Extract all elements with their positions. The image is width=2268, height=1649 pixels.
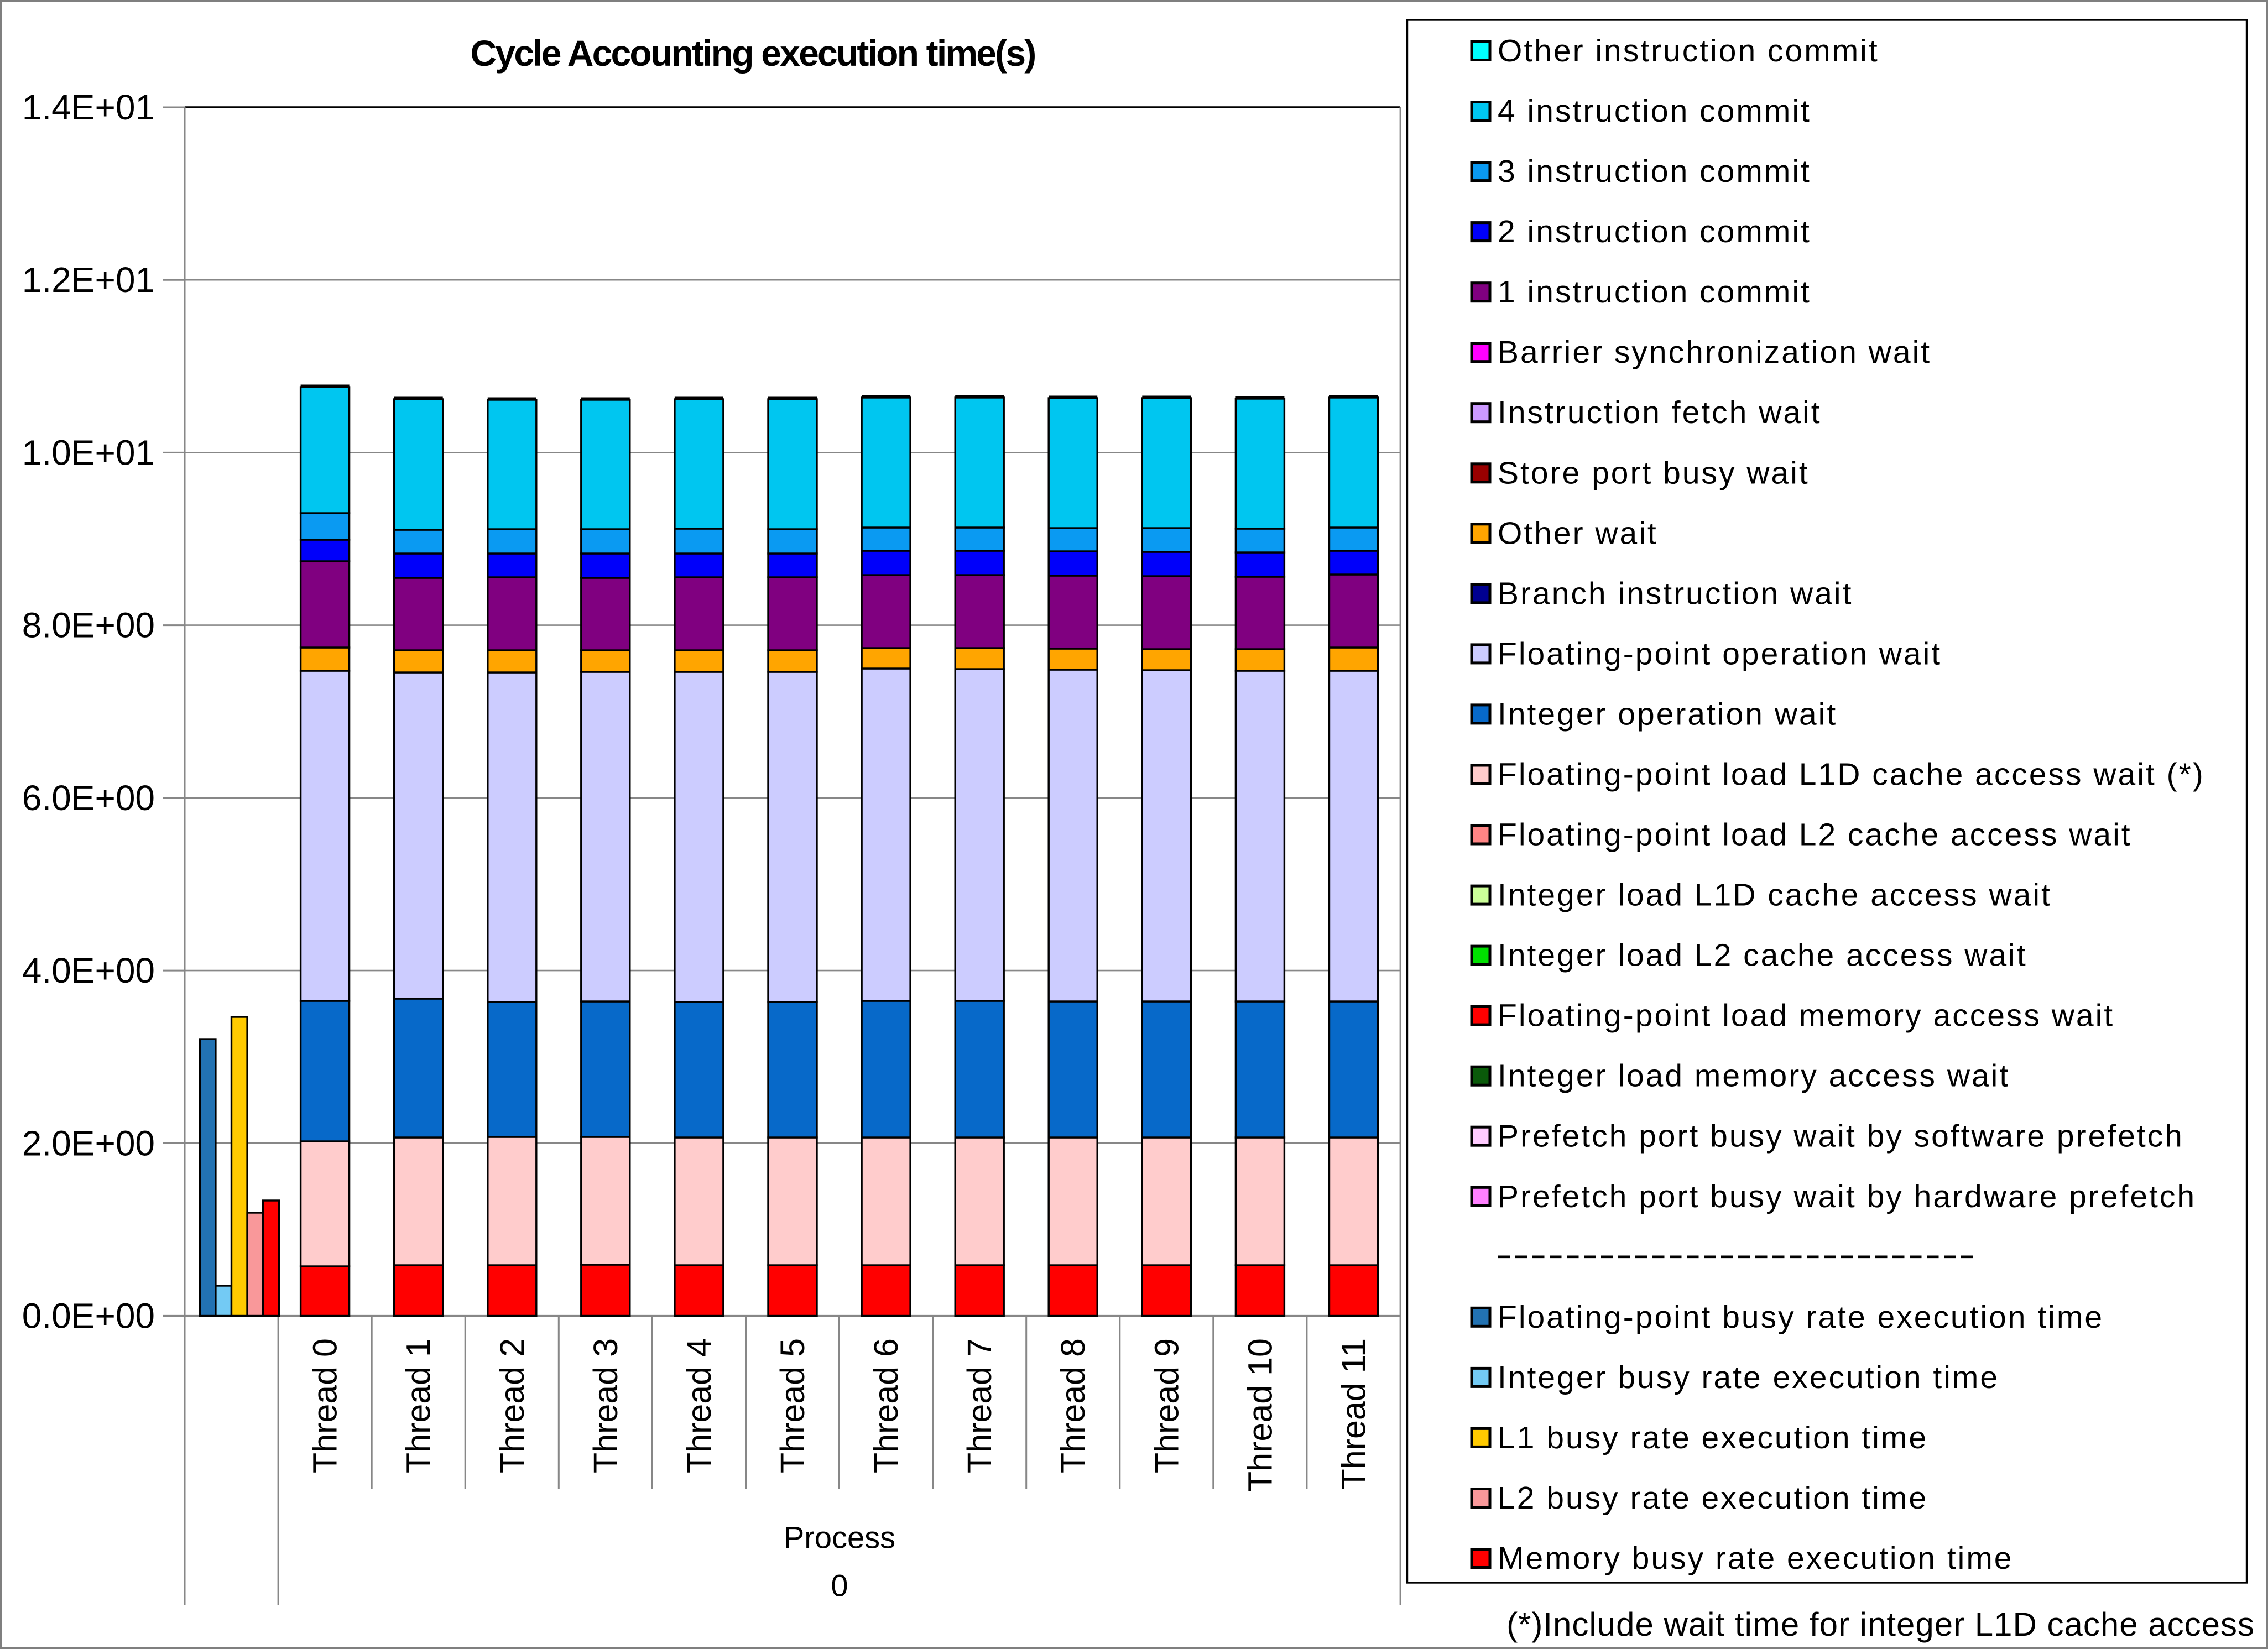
svg-text:2 instruction commit: 2 instruction commit [1498,214,1811,249]
svg-text:Store port busy wait: Store port busy wait [1498,455,1810,490]
svg-text:0.0E+00: 0.0E+00 [22,1296,155,1336]
svg-text:Thread 9: Thread 9 [1148,1338,1185,1473]
svg-text:8.0E+00: 8.0E+00 [22,606,155,645]
svg-text:Thread 3: Thread 3 [587,1338,624,1473]
svg-text:Floating-point busy rate execu: Floating-point busy rate execution time [1498,1300,2104,1335]
svg-text:Prefetch port busy wait by har: Prefetch port busy wait by hardware pref… [1498,1179,2196,1214]
svg-text:Integer load L1D cache access: Integer load L1D cache access wait [1498,878,2052,913]
svg-text:1.2E+01: 1.2E+01 [22,260,155,300]
svg-text:Thread 2: Thread 2 [493,1338,531,1473]
svg-text:Integer busy rate execution ti: Integer busy rate execution time [1498,1360,1999,1395]
svg-text:Prefetch port busy wait by sof: Prefetch port busy wait by software pref… [1498,1119,2184,1154]
svg-text:2.0E+00: 2.0E+00 [22,1123,155,1163]
svg-text:Integer load memory access wai: Integer load memory access wait [1498,1058,2010,1094]
svg-text:Thread 6: Thread 6 [867,1338,905,1473]
svg-text:1 instruction commit: 1 instruction commit [1498,274,1811,310]
svg-text:Thread 5: Thread 5 [774,1338,811,1473]
svg-text:Floating-point operation wait: Floating-point operation wait [1498,636,1942,671]
svg-text:1.0E+01: 1.0E+01 [22,432,155,472]
svg-text:Thread 7: Thread 7 [961,1338,998,1473]
svg-text:(*)Include wait time for integ: (*)Include wait time for integer L1D cac… [1506,1606,2255,1643]
svg-text:Floating-point load L1D cache: Floating-point load L1D cache access wai… [1498,757,2205,792]
svg-text:0: 0 [831,1568,848,1603]
svg-text:Other instruction commit: Other instruction commit [1498,33,1879,69]
svg-text:6.0E+00: 6.0E+00 [22,778,155,818]
svg-text:Thread 1: Thread 1 [400,1338,437,1473]
svg-text:Memory busy rate execution tim: Memory busy rate execution time [1498,1541,2014,1576]
svg-text:Barrier synchronization wait: Barrier synchronization wait [1498,335,1931,370]
svg-text:Instruction fetch wait: Instruction fetch wait [1498,395,1822,430]
svg-text:1.4E+01: 1.4E+01 [22,87,155,127]
svg-text:Thread 10: Thread 10 [1241,1338,1279,1492]
svg-text:Floating-point load memory acc: Floating-point load memory access wait [1498,998,2114,1034]
svg-text:Thread 0: Thread 0 [306,1338,344,1473]
svg-text:3 instruction commit: 3 instruction commit [1498,154,1811,189]
svg-text:L1 busy rate execution time: L1 busy rate execution time [1498,1420,1928,1455]
svg-text:L2 busy rate execution time: L2 busy rate execution time [1498,1480,1928,1516]
svg-text:Process: Process [784,1520,895,1555]
svg-text:Floating-point load L2 cache a: Floating-point load L2 cache access wait [1498,817,2132,853]
svg-text:Thread 11: Thread 11 [1335,1338,1373,1490]
svg-text:4.0E+00: 4.0E+00 [22,951,155,990]
svg-text:4 instruction commit: 4 instruction commit [1498,93,1811,129]
svg-text:Thread 4: Thread 4 [680,1338,718,1473]
svg-text:Other wait: Other wait [1498,515,1658,551]
svg-text:Cycle Accounting execution tim: Cycle Accounting execution time(s) [471,33,1035,74]
svg-text:Integer operation wait: Integer operation wait [1498,696,1837,732]
svg-text:Branch instruction wait: Branch instruction wait [1498,576,1853,611]
svg-text:Integer load L2 cache access w: Integer load L2 cache access wait [1498,938,2027,973]
svg-text:Thread 8: Thread 8 [1054,1338,1092,1473]
